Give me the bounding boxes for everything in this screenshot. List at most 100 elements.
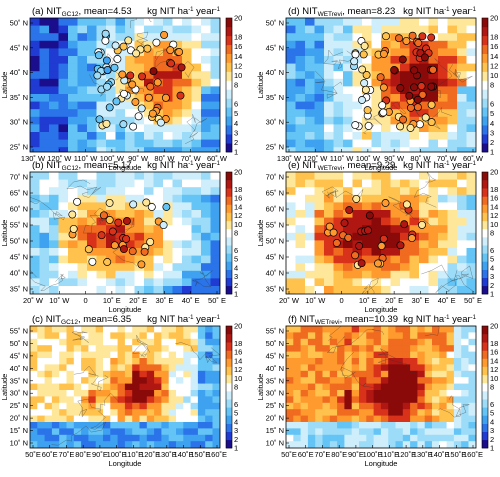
heatmap-cell (453, 338, 462, 346)
heatmap-cell (161, 390, 170, 397)
colorbar-swatch (482, 261, 488, 270)
colorbar-swatch (482, 125, 488, 135)
heatmap-cell (191, 48, 202, 57)
heatmap-cell (39, 147, 50, 152)
heatmap-cell (371, 71, 382, 80)
heatmap-cell (447, 71, 458, 80)
colorbar-swatch (226, 350, 232, 359)
heatmap-cell (419, 255, 429, 264)
heatmap-cell (352, 78, 363, 87)
heatmap-cell (87, 48, 97, 57)
heatmap-cell (103, 377, 111, 384)
heatmap-cell (168, 409, 177, 416)
heatmap-cell (106, 139, 116, 148)
heatmap-cell (381, 139, 391, 148)
heatmap-cell (307, 332, 316, 340)
heatmap-cell (124, 402, 133, 410)
heatmap-cell (210, 270, 220, 279)
heatmap-cell (344, 338, 353, 346)
heatmap-cell (409, 132, 420, 140)
heatmap-cell (381, 63, 391, 72)
heatmap-cell (182, 225, 192, 234)
heatmap-cell (400, 286, 410, 294)
heatmap-cell (359, 358, 367, 365)
heatmap-cell (402, 383, 411, 391)
heatmap-cell (95, 434, 104, 442)
heatmap-cell (39, 232, 50, 241)
heatmap-cell (153, 286, 164, 294)
heatmap-cell (87, 210, 97, 218)
x-tick-label: 100˚E (363, 450, 383, 459)
coastline-line (340, 351, 374, 388)
station-marker (418, 220, 426, 229)
heatmap-cell (115, 25, 126, 34)
heatmap-cell (49, 286, 59, 294)
heatmap-cell (212, 422, 220, 429)
heatmap-cell (417, 332, 426, 340)
heatmap-cell (30, 210, 40, 218)
heatmap-cell (58, 132, 69, 140)
heatmap-cell (468, 428, 476, 436)
heatmap-cell (419, 286, 429, 294)
heatmap-cell (68, 101, 78, 110)
heatmap-cell (371, 109, 382, 118)
heatmap-cell (439, 434, 447, 442)
heatmap-cell (438, 33, 448, 42)
heatmap-cell (139, 390, 148, 397)
heatmap-cell (315, 415, 323, 423)
heatmap-cell (457, 278, 467, 287)
y-tick-label: 50˚ N (10, 339, 28, 348)
heatmap-cell (81, 428, 89, 436)
heatmap-cell (402, 422, 411, 429)
heatmap-cell (286, 255, 296, 264)
heatmap-cell (161, 338, 170, 346)
y-tick-label: 50˚ N (266, 339, 284, 348)
heatmap-cell (410, 390, 418, 397)
heatmap-cell (352, 286, 363, 294)
station-marker (95, 115, 104, 124)
coastline-line (326, 328, 385, 354)
heatmap-cell (183, 338, 191, 346)
y-tick-label: 45˚ N (266, 351, 284, 360)
colorbar-tick-label: 1 (234, 148, 238, 157)
heatmap-cell (212, 434, 220, 442)
heatmap-cell (49, 172, 59, 180)
station-marker (156, 118, 165, 127)
heatmap-cell (191, 116, 202, 125)
heatmap-cell (295, 25, 306, 34)
colorbar-tick-label: 16 (490, 194, 498, 203)
heatmap-cell (30, 248, 40, 256)
heatmap-cell (30, 263, 40, 272)
heatmap-cell (51, 358, 60, 365)
heatmap-cell (344, 415, 353, 423)
heatmap-cell (191, 147, 202, 152)
colorbar-tick-label: 10 (234, 71, 242, 80)
heatmap-cell (438, 25, 448, 34)
heatmap-cell (134, 132, 145, 140)
heatmap-cell (343, 179, 353, 188)
heatmap-cell (337, 409, 345, 416)
heatmap-cell (343, 263, 353, 272)
heatmap-cell (343, 109, 353, 118)
heatmap-cell (438, 202, 448, 211)
heatmap-cell (329, 402, 338, 410)
heatmap-cell (388, 434, 396, 442)
heatmap-cell (146, 370, 155, 378)
heatmap-cell (144, 255, 154, 264)
heatmap-cell (197, 415, 206, 423)
heatmap-cell (132, 377, 140, 384)
heatmap-cell (106, 109, 116, 118)
heatmap-cell (87, 101, 97, 110)
heatmap-cell (295, 232, 306, 241)
y-tick-label: 70˚ N (266, 173, 284, 182)
y-tick-label: 50˚ N (266, 19, 284, 28)
heatmap-cell (295, 101, 306, 110)
heatmap-cell (366, 338, 374, 346)
heatmap-cell (400, 18, 410, 26)
heatmap-cell (210, 240, 220, 249)
heatmap-cell (329, 415, 338, 423)
heatmap-cell (446, 428, 455, 436)
heatmap-cell (210, 187, 220, 196)
heatmap-cell (190, 358, 199, 365)
colorbar-tick-label: 2 (234, 281, 238, 290)
